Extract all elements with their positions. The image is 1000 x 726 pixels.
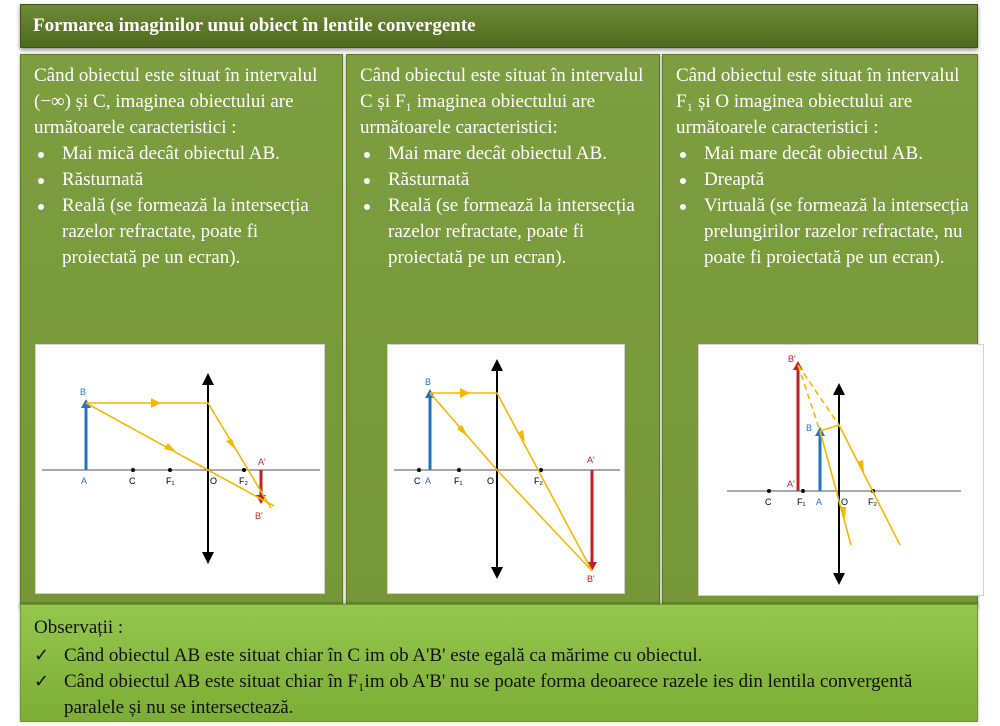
diagram-label: C	[765, 497, 772, 507]
check-icon: ✓	[34, 671, 50, 692]
lens-diagram-1: B A C F₁ O F₂ A' B'	[35, 344, 325, 594]
column-case-3: Când obiectul este situat în intervalul …	[662, 54, 984, 608]
ray-parallel	[430, 392, 593, 572]
column-intro: Când obiectul este situat în intervalul …	[34, 65, 318, 138]
list-item: Virtuală (se formează la intersecția pre…	[676, 193, 971, 271]
list-item: Răsturnată	[34, 167, 336, 193]
observation-text: Când obiectul AB este situat chiar în F₁…	[64, 671, 913, 718]
characteristics-list: Mai mică decât obiectul AB. Răsturnată R…	[34, 141, 336, 271]
column-text: Când obiectul este situat în intervalul …	[34, 63, 336, 271]
column-text: Când obiectul este situat în intervalul …	[360, 63, 653, 271]
column-text: Când obiectul este situat în intervalul …	[676, 63, 971, 271]
lens-arrow-bottom	[833, 573, 845, 585]
ray-extension-1	[797, 364, 840, 426]
slide: Formarea imaginilor unui obiect în lenti…	[20, 4, 984, 724]
title-bar: Formarea imaginilor unui obiect în lenti…	[20, 4, 978, 48]
lens-arrow-bottom	[202, 552, 214, 564]
diagram-label: C	[129, 476, 136, 486]
ray-extension-2	[797, 364, 821, 432]
list-item: Mai mică decât obiectul AB.	[34, 141, 336, 167]
diagram-label: B'	[587, 574, 595, 584]
diagram-label: O	[487, 476, 494, 486]
characteristics-list: Mai mare decât obiectul AB. Dreaptă Virt…	[676, 141, 971, 271]
list-item: Reală (se formează la intersecția razelo…	[360, 193, 653, 271]
observation-text: Când obiectul AB este situat chiar în C …	[64, 645, 703, 666]
lens-arrow-top	[491, 359, 503, 371]
diagram-label: F₂	[239, 476, 248, 486]
list-item: Mai mare decât obiectul AB.	[360, 141, 653, 167]
lens-diagram-2: B C A F₁ O F₂ A' B'	[387, 344, 625, 594]
column-intro: Când obiectul este situat în intervalul …	[360, 65, 644, 138]
observations-list: ✓ Când obiectul AB este situat chiar în …	[34, 643, 961, 721]
ray-center	[85, 402, 275, 507]
diagram-label: A	[425, 476, 431, 486]
observations-heading: Observații :	[34, 617, 124, 638]
observations-box: Observații : ✓ Când obiectul AB este sit…	[20, 604, 978, 722]
diagram-label: C	[414, 476, 421, 486]
diagram-label: F₁	[797, 497, 806, 507]
characteristics-list: Mai mare decât obiectul AB. Răsturnată R…	[360, 141, 653, 271]
diagram-label: F₂	[868, 497, 877, 507]
column-case-1: Când obiectul este situat în intervalul …	[20, 54, 343, 608]
list-item: Dreaptă	[676, 167, 971, 193]
diagram-label: F₂	[534, 476, 543, 486]
diagram-label: O	[841, 497, 848, 507]
diagram-label: A'	[787, 479, 795, 489]
column-case-2: Când obiectul este situat în intervalul …	[346, 54, 660, 608]
page-title: Formarea imaginilor unui obiect în lenti…	[33, 15, 476, 36]
list-item: Răsturnată	[360, 167, 653, 193]
diagram-label: A	[816, 497, 822, 507]
lens-arrow-bottom	[491, 567, 503, 579]
lens-diagram-3: B' B A' C F₁ A O F₂	[698, 344, 984, 596]
ray-center	[819, 430, 852, 546]
diagram-label: A'	[258, 457, 266, 467]
diagram-label: B	[80, 387, 86, 397]
diagram-label: B	[425, 377, 431, 387]
diagram-label: A'	[587, 455, 595, 465]
diagram-label: A	[81, 476, 87, 486]
diagram-label: F₁	[166, 476, 175, 486]
diagram-label: B	[806, 423, 812, 433]
lens-arrow-top	[202, 373, 214, 385]
diagram-label: B'	[788, 354, 796, 364]
check-icon: ✓	[34, 645, 50, 666]
ray-parallel-in	[819, 424, 840, 432]
diagram-label: B'	[255, 511, 263, 521]
list-item: ✓ Când obiectul AB este situat chiar în …	[34, 669, 961, 721]
column-intro: Când obiectul este situat în intervalul …	[676, 65, 960, 138]
list-item: ✓ Când obiectul AB este situat chiar în …	[34, 643, 961, 669]
list-item: Reală (se formează la intersecția razelo…	[34, 193, 336, 271]
list-item: Mai mare decât obiectul AB.	[676, 141, 971, 167]
diagram-label: F₁	[454, 476, 463, 486]
diagram-label: O	[210, 476, 217, 486]
ray-parallel	[86, 402, 272, 509]
lens-arrow-top	[833, 383, 845, 395]
ray-center	[429, 392, 593, 572]
ray-parallel-out	[838, 424, 901, 546]
